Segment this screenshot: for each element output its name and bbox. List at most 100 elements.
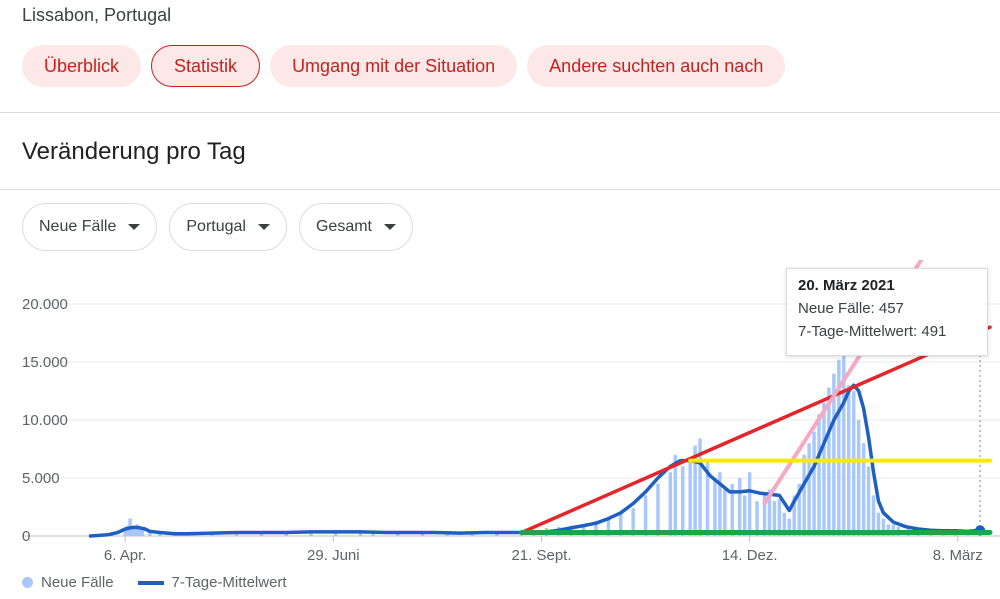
new-cases-bar: [772, 501, 777, 536]
new-cases-bar: [837, 359, 841, 536]
new-cases-bar: [787, 518, 792, 536]
new-cases-bar: [643, 495, 648, 536]
x-tick-label: 29. Juni: [307, 547, 360, 564]
tooltip-date: 20. März 2021: [798, 277, 895, 294]
new-cases-bar: [718, 472, 722, 536]
x-tick-label: 21. Sept.: [511, 547, 571, 564]
metric-dropdown[interactable]: Neue Fälle: [22, 203, 158, 251]
new-cases-bar: [730, 483, 735, 536]
new-cases-bar: [656, 483, 660, 536]
new-cases-bar: [693, 445, 697, 536]
new-cases-bar: [396, 532, 400, 536]
tooltip-average: 7-Tage-Mittelwert: 491: [798, 323, 947, 340]
new-cases-bar: [762, 494, 767, 536]
y-tick-label: 20.000: [22, 296, 68, 313]
new-cases-bar: [871, 495, 876, 536]
x-tick-label: 14. Dez.: [722, 547, 778, 564]
new-cases-bar: [767, 489, 772, 536]
new-cases-bar: [140, 529, 145, 536]
new-cases-bar: [866, 466, 871, 536]
tab-overview[interactable]: Überblick: [22, 45, 142, 87]
new-cases-bar: [807, 443, 811, 536]
new-cases-bar: [138, 526, 142, 536]
chart-tooltip: 20. März 2021 Neue Fälle: 457 7-Tage-Mit…: [786, 268, 988, 356]
legend-bar-swatch: [22, 577, 33, 588]
seven-day-average-line: [88, 383, 982, 538]
new-cases-bar: [234, 532, 239, 536]
tab-related-searches[interactable]: Andere suchten auch nach: [527, 45, 786, 87]
new-cases-bar: [817, 414, 821, 536]
new-cases-bar: [737, 478, 742, 536]
new-cases-bar: [358, 531, 363, 536]
new-cases-bar: [856, 420, 861, 536]
new-cases-bar: [619, 513, 623, 536]
new-cases-bar: [606, 518, 611, 536]
new-cases-bar: [713, 478, 717, 536]
new-cases-bar: [698, 438, 702, 536]
new-cases-bar: [812, 431, 816, 536]
divider: [0, 189, 1000, 190]
y-tick-label: 15.000: [22, 354, 68, 371]
legend-line-label: 7-Tage-Mittelwert: [171, 574, 287, 591]
new-cases-bar: [705, 460, 710, 536]
x-tick-label: 8. März: [933, 547, 983, 564]
new-cases-bar: [631, 508, 635, 536]
new-cases-bar: [861, 443, 866, 536]
new-cases-bar: [668, 472, 673, 536]
new-cases-bar: [334, 531, 338, 536]
region-dropdown[interactable]: Portugal: [169, 203, 287, 251]
new-cases-bar: [259, 532, 264, 536]
metric-dropdown-label: Neue Fälle: [39, 218, 117, 235]
location-title: Lissabon, Portugal: [22, 5, 172, 25]
y-tick-label: 5.000: [22, 470, 60, 487]
new-cases-bar: [876, 512, 881, 536]
new-cases-bar: [723, 489, 727, 536]
new-cases-bar: [742, 495, 747, 536]
new-cases-bar: [747, 472, 752, 536]
tooltip-new-cases: Neue Fälle: 457: [798, 300, 904, 317]
new-cases-bar: [309, 531, 313, 536]
chart-legend: Neue Fälle 7-Tage-Mittelwert: [22, 574, 287, 591]
new-cases-bar: [822, 402, 826, 536]
new-cases-bar: [123, 528, 127, 536]
new-cases-bar: [125, 525, 130, 536]
new-cases-bar: [135, 524, 140, 536]
red-line-annotation: [519, 325, 992, 535]
new-cases-bar: [851, 391, 856, 536]
new-cases-bar: [495, 532, 499, 536]
new-cases-bar: [797, 483, 801, 536]
new-cases-bar: [420, 532, 425, 536]
divider: [0, 112, 1000, 113]
tab-bar: Überblick Statistik Umgang mit der Situa…: [22, 45, 786, 87]
chart-axes: 20.000 15.000 10.000 5.000 0 6. Apr. 29. Juni 2…: [22, 296, 983, 564]
new-cases-bar: [777, 498, 782, 536]
new-cases-bar: [130, 527, 135, 536]
legend-bars-label: Neue Fälle: [41, 574, 114, 591]
caret-down-icon: [128, 224, 141, 230]
new-cases-bar: [371, 532, 375, 536]
new-cases-bar: [755, 501, 759, 536]
new-cases-bar: [680, 466, 685, 536]
new-cases-bar: [782, 512, 787, 536]
new-cases-bar: [594, 520, 598, 536]
tab-dealing-with-situation[interactable]: Umgang mit der Situation: [270, 45, 518, 87]
caret-down-icon: [383, 224, 396, 230]
section-title: Veränderung pro Tag: [22, 138, 246, 165]
scope-dropdown-label: Gesamt: [315, 218, 372, 235]
new-cases-bar: [133, 525, 137, 536]
tab-statistics[interactable]: Statistik: [151, 45, 261, 87]
scope-dropdown[interactable]: Gesamt: [298, 203, 413, 251]
y-tick-label: 0: [22, 528, 30, 545]
new-cases-bar: [881, 518, 886, 536]
x-tick-label: 6. Apr.: [104, 547, 147, 564]
new-cases-bar: [673, 454, 678, 536]
new-cases-bar: [842, 345, 846, 536]
new-cases-bar: [832, 373, 836, 536]
legend-line-swatch: [137, 580, 164, 585]
caret-down-icon: [257, 224, 270, 230]
filter-bar: Neue Fälle Portugal Gesamt: [22, 203, 413, 251]
region-dropdown-label: Portugal: [186, 218, 246, 235]
y-tick-label: 10.000: [22, 412, 68, 429]
new-cases-bar: [688, 460, 692, 536]
new-cases-bar: [792, 495, 796, 536]
